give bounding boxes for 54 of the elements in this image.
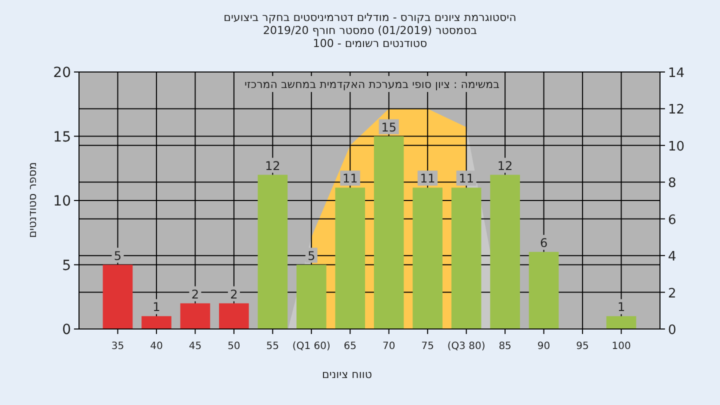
chart-title: היסטוגרמת ציונים בקורס - מודלים דטרמיניסטים בחקר ביצועים <box>224 11 516 24</box>
data-label: 1 <box>152 300 160 314</box>
data-label: 2 <box>230 287 238 302</box>
x-axis-title: טווח ציונים <box>322 368 372 381</box>
y2-tick-label: 4 <box>668 250 676 265</box>
data-label: 12 <box>497 158 513 173</box>
x-tick-label: 95 <box>576 341 589 352</box>
y2-tick-label: 10 <box>668 139 685 154</box>
x-tick-label: 70 <box>382 341 396 352</box>
x-tick-label: 90 <box>537 341 550 352</box>
annotation: במשימה : ציון סופי במערכת האקדמית במחשב המרכזי <box>244 78 500 91</box>
x-tick-label: 40 <box>150 341 163 352</box>
bar <box>102 264 133 329</box>
y-tick-label: 15 <box>53 129 71 146</box>
data-label: 11 <box>420 172 436 186</box>
y2-tick-label: 2 <box>668 286 676 302</box>
x-tick-label: 85 <box>498 341 512 352</box>
bar <box>219 303 249 329</box>
y2-tick-label: 6 <box>668 212 676 228</box>
x-tick-label: 50 <box>228 341 240 352</box>
bar <box>142 316 172 329</box>
data-label: 5 <box>114 248 122 263</box>
x-tick-label: 45 <box>188 341 202 352</box>
y2-tick-label: 8 <box>668 176 676 192</box>
data-label: 11 <box>458 172 474 186</box>
data-label: 11 <box>342 172 358 186</box>
y-tick-label: 20 <box>53 65 71 81</box>
bar <box>528 252 559 329</box>
data-label: 12 <box>265 158 280 173</box>
data-label: 6 <box>540 236 548 250</box>
x-tick-label: 55 <box>266 341 280 352</box>
data-label: 15 <box>381 120 397 134</box>
y2-tick-label: 14 <box>668 66 685 81</box>
x-tick-label: 75 <box>421 341 434 352</box>
x-tick-label: (Q3 80) <box>447 341 486 352</box>
data-label: 5 <box>308 248 316 263</box>
x-tick-label: 35 <box>111 341 124 352</box>
x-tick-label: 100 <box>612 341 631 352</box>
bar <box>606 316 636 329</box>
y-tick-label: 5 <box>62 258 71 274</box>
y-tick-label: 0 <box>62 322 71 338</box>
chart-subtitle: בסמסטר (01/2019) סמסטר חורף 2019/20 סטודנטים רשומים - 100 <box>263 24 477 50</box>
y-tick-label: 10 <box>53 194 71 210</box>
bar <box>335 188 366 329</box>
data-label: 1 <box>617 300 626 314</box>
y-axis-title: מספר סטודנטים <box>26 162 39 238</box>
data-label: 2 <box>191 287 200 302</box>
x-tick-label: (Q1 60) <box>292 341 330 352</box>
y2-tick-label: 0 <box>668 323 676 338</box>
bar <box>180 303 210 329</box>
bar <box>412 188 443 329</box>
y2-tick-label: 12 <box>668 102 685 118</box>
x-tick-label: 65 <box>344 341 356 352</box>
bar <box>374 136 404 329</box>
